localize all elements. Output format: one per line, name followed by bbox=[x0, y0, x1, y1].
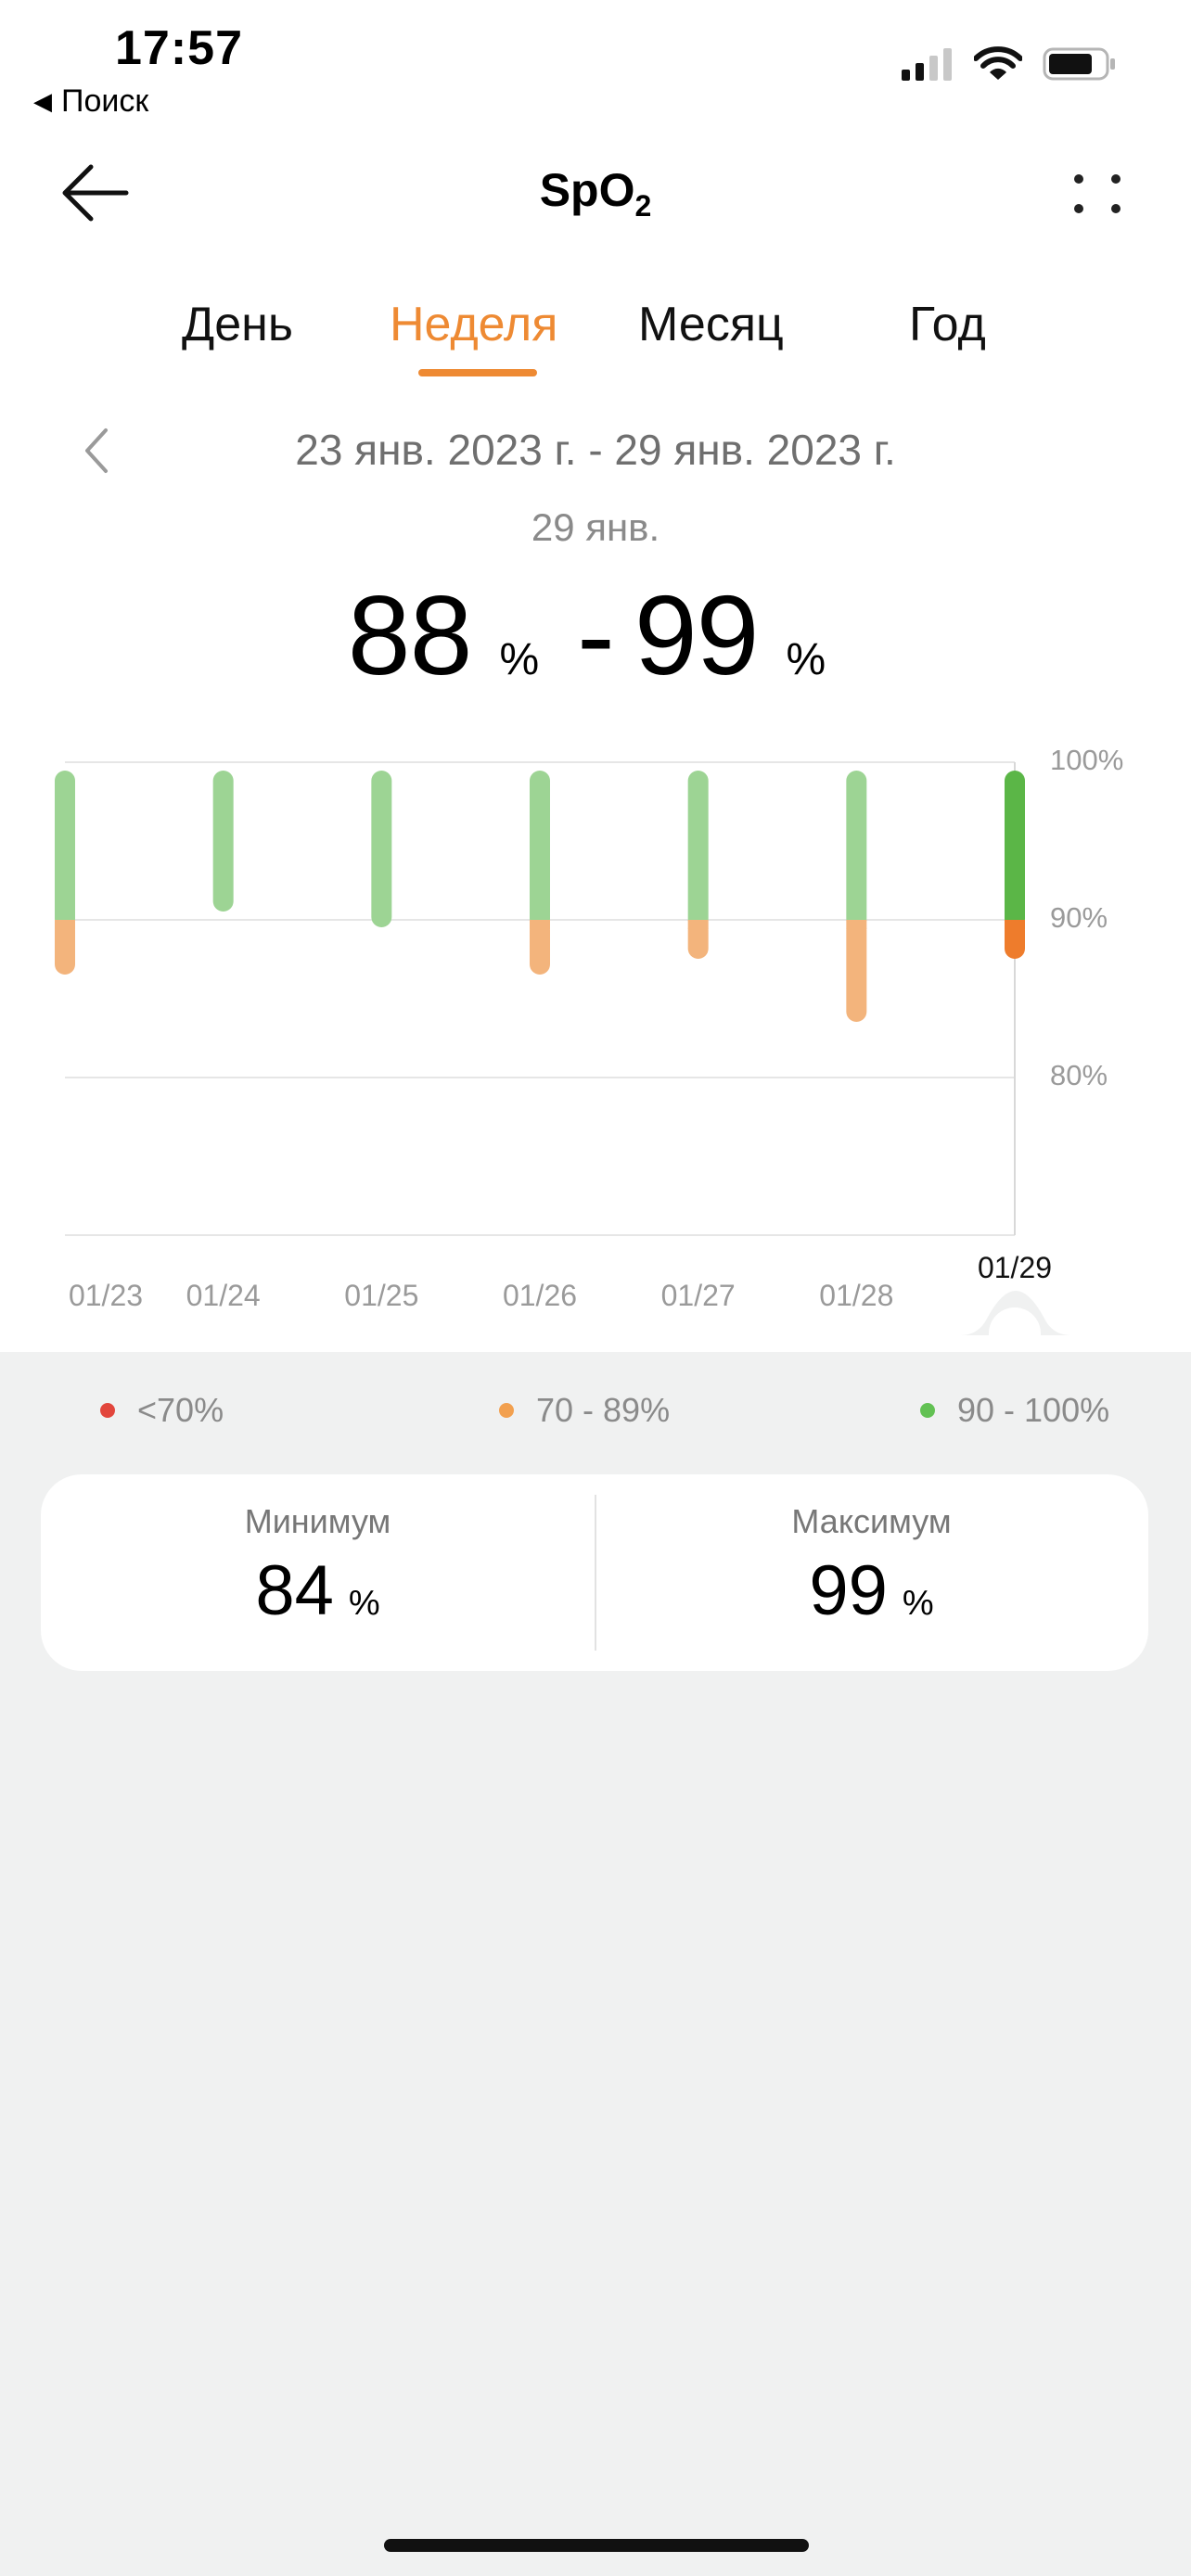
selected-day: 29 янв. bbox=[531, 505, 660, 549]
bar-high-segment bbox=[55, 771, 75, 929]
legend-label: <70% bbox=[137, 1391, 224, 1429]
bar-high-segment bbox=[846, 771, 867, 929]
legend-dot-green bbox=[920, 1403, 935, 1418]
stat-min-value: 84% bbox=[255, 1551, 380, 1630]
home-indicator bbox=[384, 2539, 809, 2552]
range-min: 88 bbox=[347, 572, 473, 698]
back-to-app-link[interactable]: ◀ Поиск bbox=[33, 83, 148, 120]
legend-dot-red bbox=[100, 1403, 115, 1418]
cellular-signal-icon bbox=[902, 48, 952, 81]
spo2-range-chart[interactable]: 100% 90% 80% 01/23 01/24 01/25 01/26 01/27 01/28… bbox=[0, 723, 1191, 1335]
selected-range-value: 88% -99% bbox=[0, 570, 1191, 700]
x-tick-label-selected: 01/29 bbox=[978, 1251, 1052, 1284]
bar-mid-segment bbox=[55, 920, 75, 975]
x-tick-label: 01/28 bbox=[819, 1279, 893, 1312]
stat-max-label: Максимум bbox=[791, 1502, 952, 1540]
tab-month[interactable]: Месяц bbox=[638, 298, 784, 351]
status-icons bbox=[902, 46, 1117, 82]
x-tick-label: 01/27 bbox=[661, 1279, 736, 1312]
bar-high-segment bbox=[1005, 771, 1025, 929]
more-options-icon[interactable] bbox=[1069, 165, 1124, 221]
range-min-unit: % bbox=[499, 635, 539, 684]
status-time: 17:57 bbox=[115, 21, 243, 75]
y-tick-label: 100% bbox=[1050, 744, 1123, 776]
legend-dot-orange bbox=[499, 1403, 514, 1418]
stat-max-value: 99% bbox=[809, 1551, 934, 1630]
stat-minimum: Минимум 84% bbox=[41, 1502, 595, 1631]
legend-item-mid: 70 - 89% bbox=[499, 1391, 670, 1430]
range-max: 99 bbox=[634, 572, 760, 698]
wifi-icon bbox=[974, 46, 1022, 80]
bar-mid-segment-join bbox=[846, 920, 867, 929]
legend-label: 90 - 100% bbox=[957, 1391, 1110, 1429]
tab-week[interactable]: Неделя bbox=[390, 298, 558, 351]
active-tab-indicator bbox=[418, 369, 537, 376]
bar-mid-segment-join bbox=[55, 920, 75, 929]
bar-mid-segment-join bbox=[1005, 920, 1025, 929]
page-title: SpO2 bbox=[539, 164, 652, 223]
x-tick-label: 01/26 bbox=[503, 1279, 577, 1312]
bar-mid-segment bbox=[687, 920, 709, 959]
scrubber-handle bbox=[989, 1307, 1041, 1335]
bar-mid-segment-join bbox=[687, 920, 709, 929]
main-panel bbox=[0, 0, 1191, 1352]
bar-mid-segment bbox=[530, 920, 550, 975]
y-tick-label: 90% bbox=[1050, 901, 1108, 934]
bar-mid-segment bbox=[1005, 920, 1025, 959]
range-separator: - bbox=[577, 572, 615, 698]
stat-maximum: Максимум 99% bbox=[595, 1502, 1148, 1631]
range-max-unit: % bbox=[786, 635, 826, 684]
y-tick-label: 80% bbox=[1050, 1059, 1108, 1091]
x-tick-label: 01/23 bbox=[69, 1279, 143, 1312]
back-app-label: Поиск bbox=[61, 83, 149, 119]
card-divider bbox=[595, 1495, 596, 1651]
bar-high-segment bbox=[530, 771, 550, 929]
bar-high-segment bbox=[212, 771, 234, 912]
back-triangle-icon: ◀ bbox=[33, 87, 52, 115]
previous-period-icon[interactable] bbox=[78, 427, 115, 475]
date-range: 23 янв. 2023 г. - 29 янв. 2023 г. bbox=[295, 426, 896, 474]
tab-year[interactable]: Год bbox=[909, 298, 986, 351]
stat-min-label: Минимум bbox=[244, 1502, 391, 1540]
bar-high-segment bbox=[687, 771, 709, 929]
back-arrow-icon[interactable] bbox=[59, 158, 130, 228]
bar-high-segment bbox=[371, 771, 392, 927]
legend-item-high: 90 - 100% bbox=[920, 1391, 1109, 1430]
legend-item-low: <70% bbox=[100, 1391, 224, 1430]
min-max-card: Минимум 84% Максимум 99% bbox=[41, 1474, 1148, 1671]
legend-label: 70 - 89% bbox=[536, 1391, 671, 1429]
bar-mid-segment-join bbox=[530, 920, 550, 929]
bar-mid-segment bbox=[846, 920, 867, 1022]
x-tick-label: 01/25 bbox=[344, 1279, 418, 1312]
battery-icon bbox=[1043, 47, 1115, 81]
x-tick-label: 01/24 bbox=[186, 1279, 261, 1312]
tab-day[interactable]: День bbox=[182, 298, 293, 351]
